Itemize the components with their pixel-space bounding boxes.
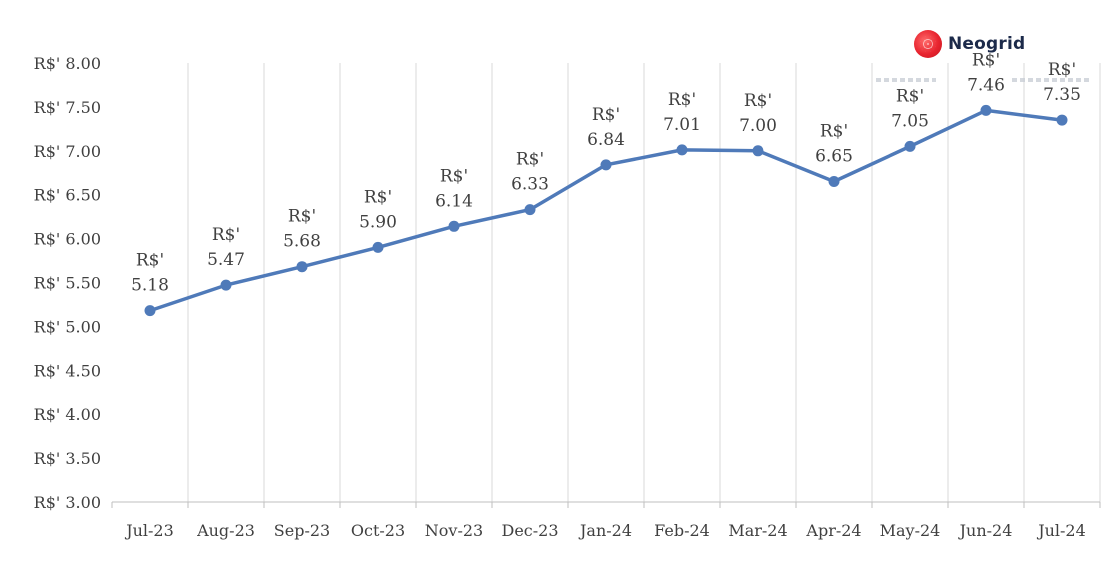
x-tick-label: Jul-24 <box>1036 521 1086 540</box>
data-point <box>524 204 536 216</box>
x-tick-label: Sep-23 <box>274 521 330 540</box>
y-tick-label: R$' 4.00 <box>34 405 101 424</box>
x-tick-label: Jan-24 <box>578 521 632 540</box>
data-label: R$' 5.18 <box>131 251 169 296</box>
data-point <box>676 144 688 156</box>
data-label: R$' 6.84 <box>587 105 625 150</box>
x-tick-label: Apr-24 <box>805 521 861 540</box>
data-label: R$' 7.00 <box>739 91 777 136</box>
data-point <box>904 140 916 152</box>
data-point <box>980 104 992 116</box>
y-tick-label: R$' 6.00 <box>34 230 101 249</box>
y-tick-label: R$' 4.50 <box>34 361 101 380</box>
x-tick-label: Dec-23 <box>501 521 558 540</box>
data-point <box>144 305 156 317</box>
x-tick-label: Aug-23 <box>196 521 255 540</box>
data-label: R$' 6.65 <box>815 122 853 167</box>
y-tick-label: R$' 6.50 <box>34 186 101 205</box>
y-tick-label: R$' 8.00 <box>34 54 101 73</box>
neogrid-logo: Neogrid <box>914 30 1025 58</box>
y-tick-label: R$' 7.50 <box>34 98 101 117</box>
data-label: R$' 5.47 <box>207 225 245 270</box>
data-label: R$' 7.46 <box>967 50 1005 95</box>
data-label: R$' 7.05 <box>891 86 929 131</box>
data-point <box>828 176 840 188</box>
data-label: R$' 5.90 <box>359 187 397 232</box>
data-point <box>600 159 612 171</box>
data-point <box>1056 114 1068 126</box>
data-label: R$' 6.33 <box>511 150 549 195</box>
watermark-line-right <box>1012 78 1090 82</box>
data-point <box>752 145 764 157</box>
neogrid-logo-text: Neogrid <box>948 34 1026 54</box>
data-point <box>372 241 384 253</box>
data-label: R$' 5.68 <box>283 207 321 252</box>
x-tick-label: Feb-24 <box>654 521 710 540</box>
x-tick-label: Jun-24 <box>958 521 1013 540</box>
x-tick-label: May-24 <box>880 521 941 540</box>
data-label: R$' 6.14 <box>435 166 473 211</box>
data-point <box>296 261 308 273</box>
data-point <box>448 220 460 232</box>
y-tick-label: R$' 5.50 <box>34 274 101 293</box>
x-tick-label: Mar-24 <box>728 521 787 540</box>
y-tick-label: R$' 3.50 <box>34 449 101 468</box>
data-label: R$' 7.35 <box>1043 60 1081 105</box>
neogrid-logo-icon <box>914 30 942 58</box>
x-tick-label: Oct-23 <box>351 521 405 540</box>
y-tick-label: R$' 7.00 <box>34 142 101 161</box>
x-tick-label: Nov-23 <box>425 521 483 540</box>
watermark-line-left <box>876 78 936 82</box>
y-tick-label: R$' 3.00 <box>34 493 101 512</box>
data-point <box>220 279 232 291</box>
y-tick-label: R$' 5.00 <box>34 317 101 336</box>
x-tick-label: Jul-23 <box>124 521 174 540</box>
data-label: R$' 7.01 <box>663 90 701 135</box>
